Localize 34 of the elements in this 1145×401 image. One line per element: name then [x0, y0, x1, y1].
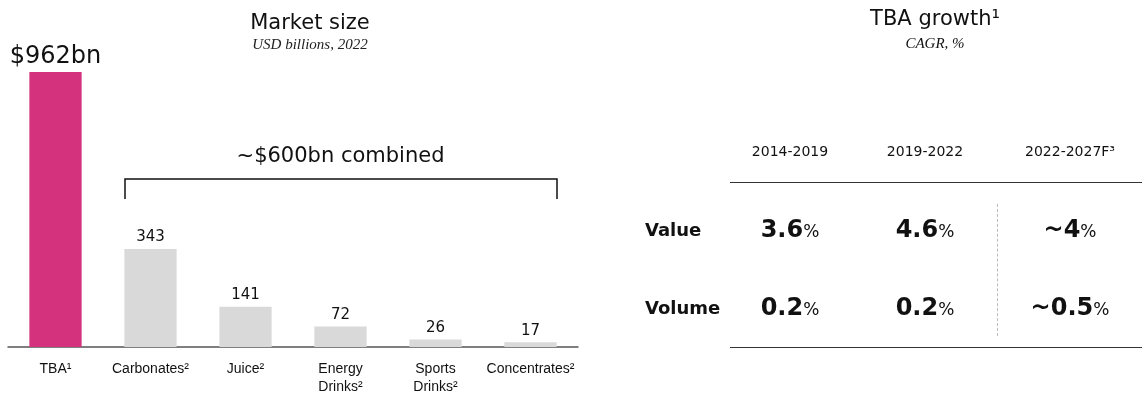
bar — [29, 72, 82, 347]
bar — [409, 339, 462, 347]
data-label: 26 — [425, 318, 446, 337]
annotation: ~$600bn combined — [236, 143, 445, 167]
data-label: 141 — [231, 285, 260, 304]
category-label: Value — [645, 219, 702, 240]
x-tick-label: Energy Drinks² — [318, 360, 363, 394]
text: ~4% — [1043, 215, 1097, 243]
bar — [219, 306, 272, 347]
x-tick-label: Sports Drinks² — [413, 360, 458, 394]
x-tick-label: Carbonates² — [111, 360, 190, 376]
x-tick-label: TBA¹ — [39, 360, 72, 376]
data-label: 343 — [136, 227, 165, 246]
category-label: Volume — [645, 297, 721, 318]
category-label: 2019-2022 — [886, 143, 964, 159]
category-label: 2014-2019 — [751, 143, 829, 159]
text: ~0.5% — [1030, 293, 1110, 321]
text: 0.2% — [760, 293, 820, 321]
text: TBA growth¹ — [870, 6, 1000, 30]
chart-subtitle: USD billions, 2022 — [252, 35, 369, 52]
bar — [504, 342, 557, 347]
x-tick-label: Concentrates² — [486, 360, 575, 376]
text: 3.6% — [760, 215, 820, 243]
data-label: 72 — [330, 304, 351, 323]
chart-title: Market size — [250, 9, 370, 34]
x-tick-label: Juice² — [226, 360, 265, 376]
data-label: $962bn — [9, 41, 102, 69]
category-label: 2022-2027F³ — [1025, 143, 1115, 159]
bar — [124, 248, 177, 347]
text: CAGR, % — [905, 35, 965, 52]
text: 0.2% — [895, 293, 955, 321]
text: 4.6% — [895, 215, 955, 243]
data-label: 17 — [520, 320, 541, 339]
bar — [314, 326, 367, 347]
